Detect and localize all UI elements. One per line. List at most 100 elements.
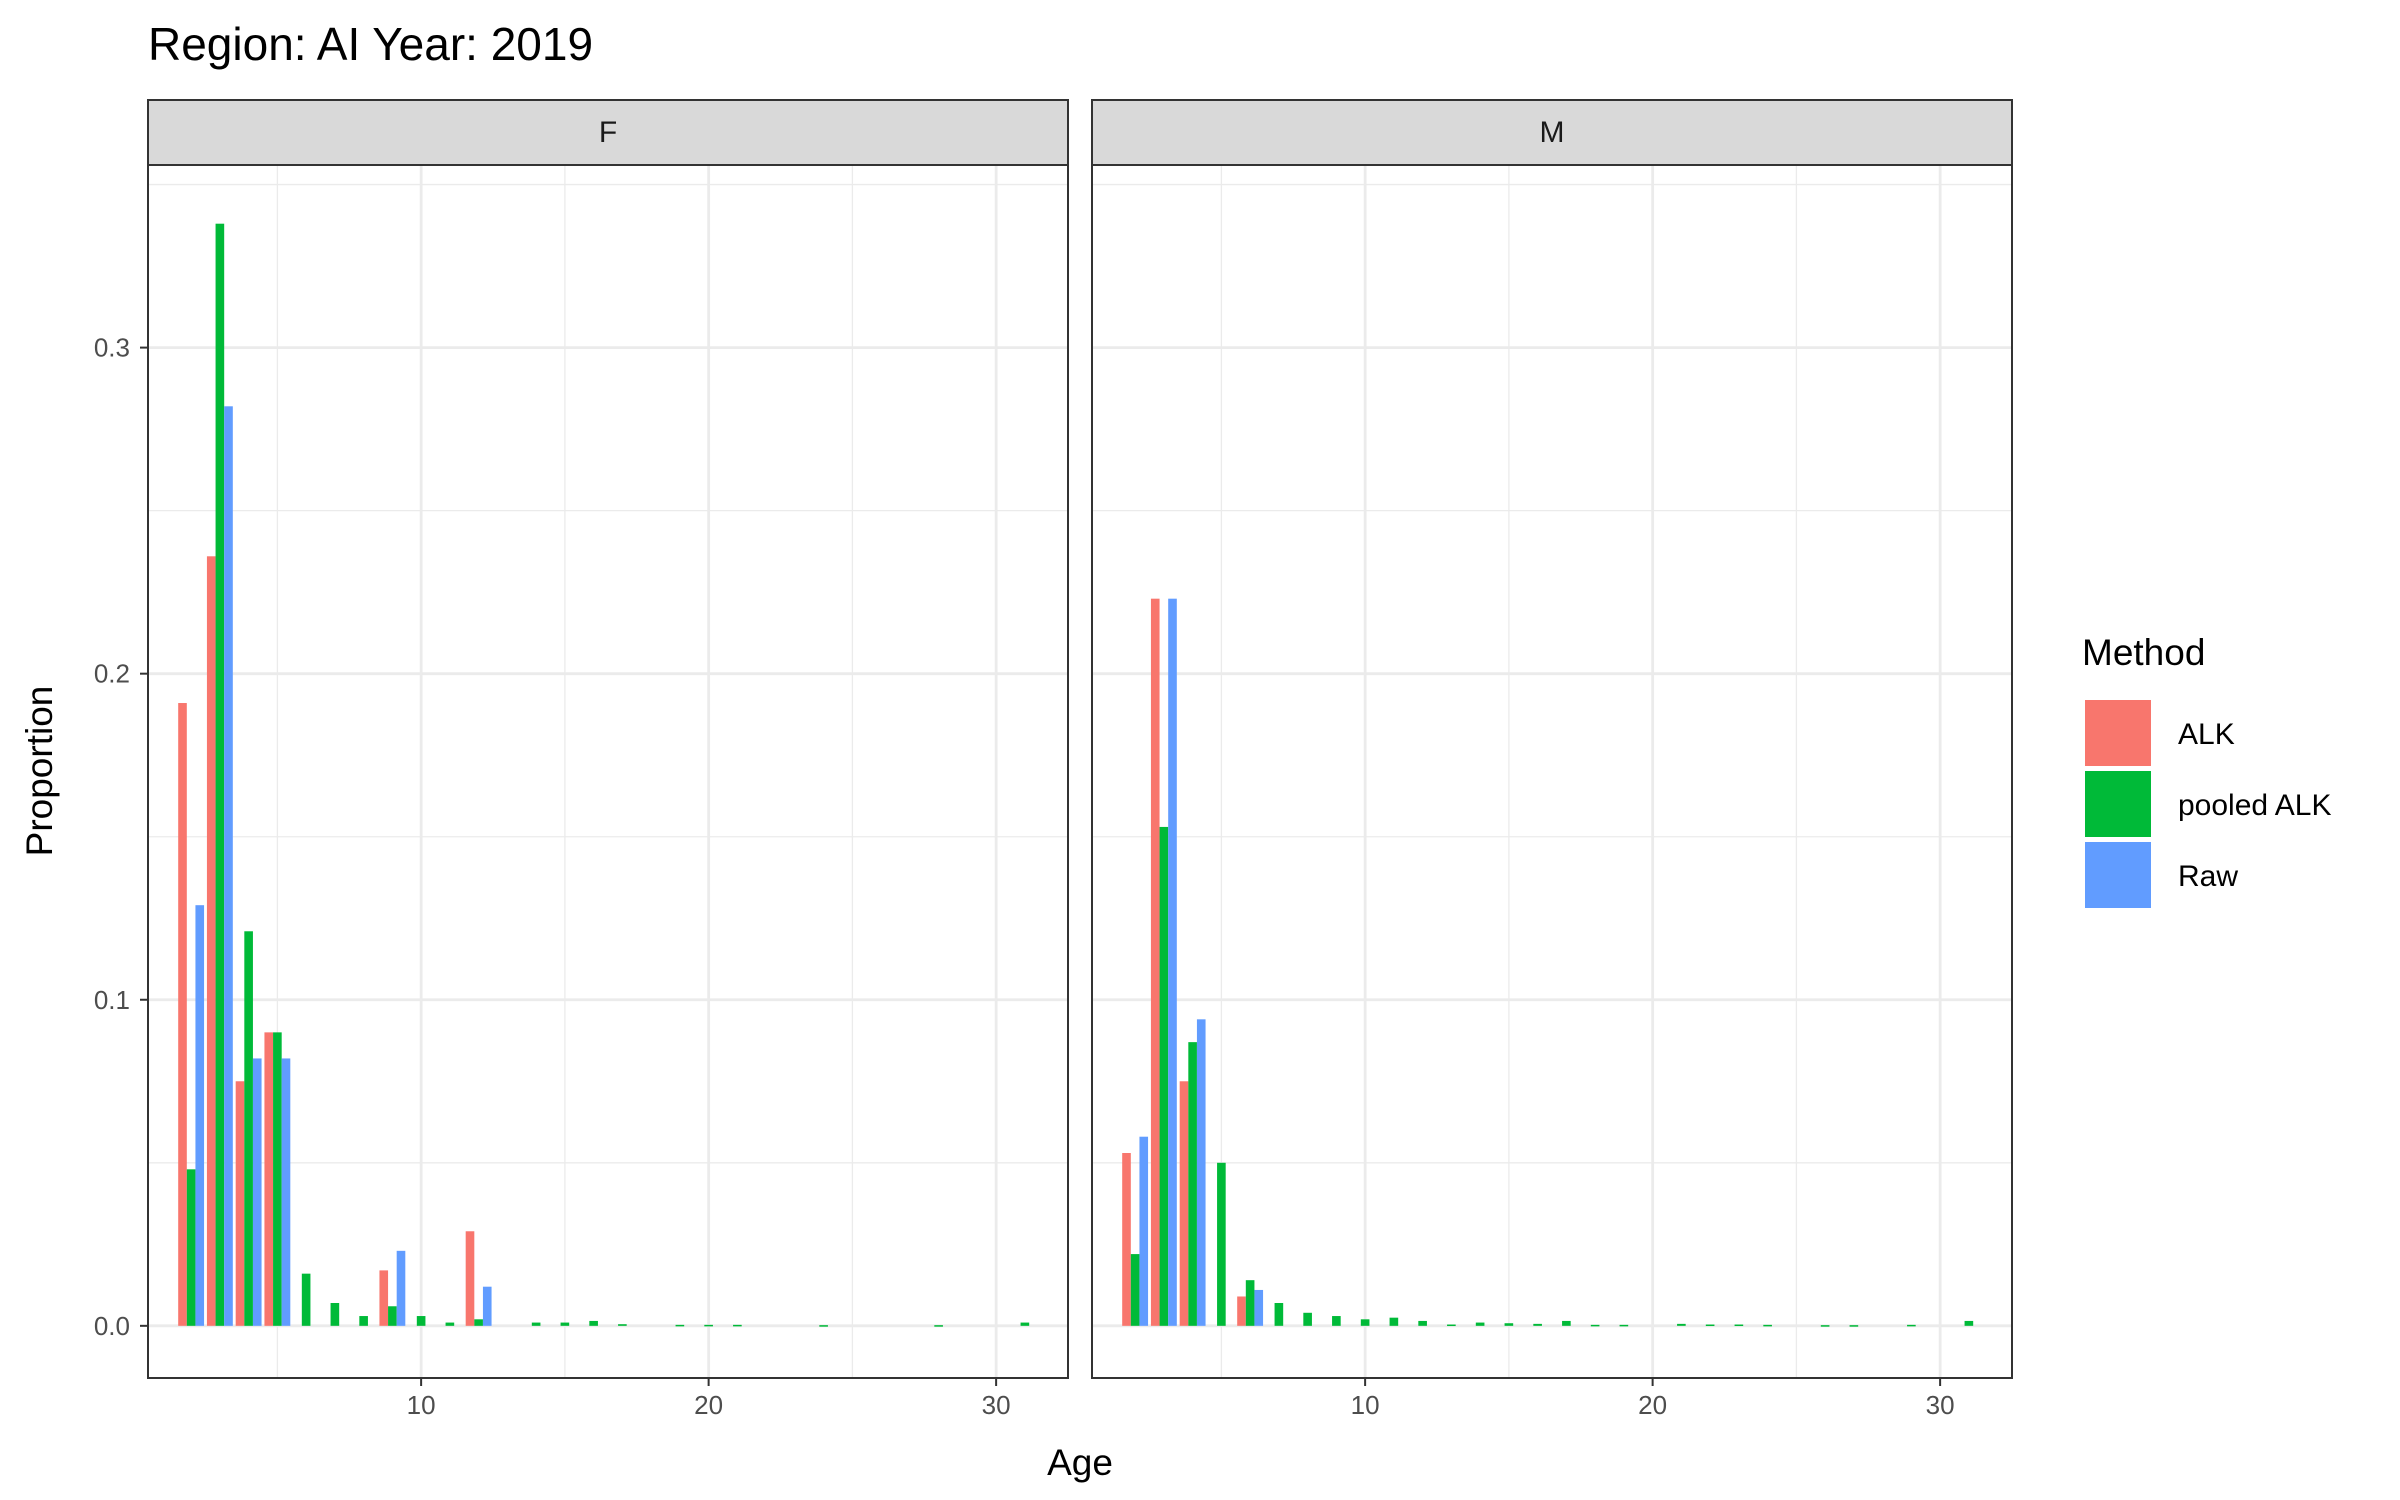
x-tick-label: 10 — [1351, 1390, 1380, 1420]
panel-f-bars — [178, 223, 1030, 1327]
bar-m-raw-age-2 — [1139, 1136, 1149, 1326]
bar-m-pooled-alk-age-8 — [1303, 1312, 1312, 1326]
bar-m-pooled-alk-age-27 — [1849, 1325, 1859, 1327]
legend-item-alk: ALK — [2085, 700, 2235, 766]
bar-f-pooled-alk-age-6 — [301, 1273, 311, 1326]
y-tick-label: 0.1 — [94, 985, 130, 1015]
bar-f-pooled-alk-age-17 — [618, 1324, 627, 1326]
bar-f-alk-age-9 — [379, 1270, 389, 1326]
chart-title: Region: AI Year: 2019 — [148, 18, 593, 70]
panel-m-plot-area — [1092, 165, 2012, 1378]
y-tick-label: 0.2 — [94, 659, 130, 689]
panel-f-x-axis: 10 20 30 — [407, 1378, 1011, 1420]
bar-m-pooled-alk-age-24 — [1763, 1324, 1772, 1327]
bar-m-pooled-alk-age-5 — [1217, 1162, 1226, 1326]
panel-m: M 10 20 30 — [1091, 99, 2013, 1420]
bar-f-pooled-alk-age-14 — [531, 1322, 541, 1326]
bar-m-pooled-alk-age-26 — [1820, 1325, 1830, 1327]
bar-f-alk-age-4 — [235, 1081, 245, 1326]
bar-f-pooled-alk-age-20 — [704, 1324, 713, 1327]
bar-m-raw-age-4 — [1196, 1019, 1206, 1326]
bar-m-pooled-alk-age-29 — [1907, 1324, 1916, 1327]
legend-title: Method — [2082, 632, 2205, 673]
bar-m-pooled-alk-age-18 — [1590, 1324, 1600, 1327]
bar-f-pooled-alk-age-2 — [186, 1169, 196, 1326]
bar-f-pooled-alk-age-11 — [445, 1322, 455, 1326]
bar-m-alk-age-2 — [1122, 1153, 1131, 1326]
bar-m-alk-age-4 — [1179, 1081, 1189, 1326]
panel-f: F 10 20 30 — [147, 99, 1069, 1420]
bar-f-raw-age-5 — [281, 1058, 291, 1326]
bar-f-raw-age-2 — [195, 905, 205, 1326]
bar-m-pooled-alk-age-13 — [1447, 1324, 1456, 1327]
bar-f-alk-age-3 — [206, 556, 216, 1326]
legend: Method ALK pooled ALK Raw — [2082, 632, 2331, 908]
panel-m-x-axis: 10 20 30 — [1351, 1378, 1955, 1420]
bar-m-pooled-alk-age-4 — [1188, 1042, 1197, 1326]
y-tick-label: 0.0 — [94, 1311, 130, 1341]
bar-f-pooled-alk-age-7 — [330, 1303, 340, 1326]
bar-m-pooled-alk-age-17 — [1562, 1320, 1571, 1326]
x-tick-label: 30 — [1926, 1390, 1955, 1420]
bar-m-alk-age-6 — [1237, 1296, 1246, 1326]
bar-f-pooled-alk-age-21 — [733, 1324, 742, 1327]
bar-f-raw-age-9 — [396, 1250, 406, 1326]
legend-item-pooled-alk: pooled ALK — [2085, 771, 2331, 837]
bar-m-pooled-alk-age-21 — [1677, 1323, 1686, 1326]
bar-f-alk-age-12 — [465, 1231, 475, 1326]
panel-f-strip — [147, 99, 1069, 166]
legend-label-raw: Raw — [2178, 860, 2238, 893]
bar-f-pooled-alk-age-31 — [1020, 1322, 1030, 1326]
bar-m-pooled-alk-age-22 — [1705, 1324, 1715, 1327]
panel-f-gridlines — [148, 165, 1068, 1378]
bar-f-pooled-alk-age-12 — [474, 1319, 483, 1326]
legend-key-alk — [2085, 700, 2151, 766]
bar-m-pooled-alk-age-12 — [1418, 1320, 1427, 1326]
bar-f-alk-age-5 — [264, 1032, 274, 1326]
bar-f-pooled-alk-age-10 — [416, 1316, 426, 1326]
y-axis: 0.0 0.1 0.2 0.3 — [94, 333, 148, 1341]
bar-f-pooled-alk-age-4 — [244, 931, 253, 1326]
bar-f-raw-age-3 — [224, 406, 233, 1326]
bar-m-pooled-alk-age-19 — [1619, 1324, 1629, 1327]
legend-label-alk: ALK — [2178, 718, 2235, 751]
panel-m-gridlines — [1092, 165, 2012, 1378]
bar-m-pooled-alk-age-31 — [1964, 1320, 1974, 1326]
panel-f-border — [147, 164, 1069, 1379]
bar-m-pooled-alk-age-6 — [1245, 1280, 1255, 1326]
bar-f-pooled-alk-age-3 — [215, 223, 225, 1326]
bar-f-pooled-alk-age-5 — [273, 1032, 282, 1326]
legend-label-pooled-alk: pooled ALK — [2178, 789, 2331, 822]
bar-f-pooled-alk-age-16 — [589, 1320, 598, 1326]
bar-m-pooled-alk-age-23 — [1734, 1324, 1744, 1327]
legend-item-raw: Raw — [2085, 842, 2238, 908]
x-tick-label: 20 — [694, 1390, 723, 1420]
bar-f-raw-age-12 — [482, 1286, 492, 1326]
bar-f-raw-age-4 — [252, 1058, 262, 1326]
bar-m-pooled-alk-age-9 — [1332, 1316, 1341, 1326]
bar-f-pooled-alk-age-24 — [819, 1325, 828, 1327]
bar-m-pooled-alk-age-3 — [1159, 826, 1169, 1326]
bar-f-pooled-alk-age-19 — [675, 1324, 685, 1327]
bar-m-alk-age-3 — [1150, 598, 1160, 1326]
y-tick-label: 0.3 — [94, 333, 130, 363]
bar-f-alk-age-2 — [178, 703, 187, 1326]
panel-m-bars — [1122, 598, 1974, 1327]
x-tick-label: 20 — [1638, 1390, 1667, 1420]
bar-f-pooled-alk-age-9 — [388, 1306, 397, 1326]
panel-f-strip-label: F — [599, 116, 617, 149]
bar-m-pooled-alk-age-14 — [1475, 1322, 1485, 1326]
y-axis-title: Proportion — [19, 686, 60, 857]
legend-key-pooled-alk — [2085, 771, 2151, 837]
bar-m-raw-age-6 — [1254, 1289, 1264, 1326]
x-tick-label: 10 — [407, 1390, 436, 1420]
x-tick-label: 30 — [982, 1390, 1011, 1420]
bar-f-pooled-alk-age-28 — [934, 1325, 943, 1327]
bar-f-pooled-alk-age-8 — [359, 1316, 368, 1326]
bar-m-pooled-alk-age-16 — [1533, 1323, 1542, 1326]
panel-m-border — [1091, 164, 2013, 1379]
bar-f-pooled-alk-age-15 — [560, 1322, 570, 1326]
legend-key-raw — [2085, 842, 2151, 908]
bar-m-pooled-alk-age-15 — [1504, 1323, 1514, 1326]
